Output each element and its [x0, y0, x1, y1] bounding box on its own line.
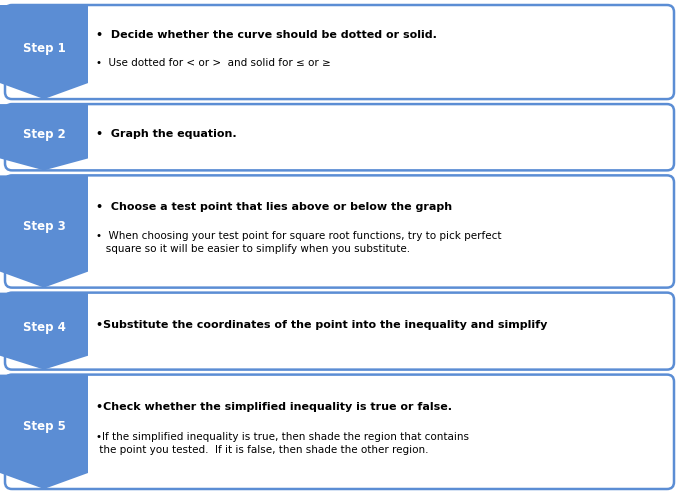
FancyBboxPatch shape: [5, 104, 674, 170]
Text: •  Use dotted for < or >  and solid for ≤ or ≥: • Use dotted for < or > and solid for ≤ …: [96, 58, 331, 68]
Polygon shape: [0, 292, 88, 370]
Text: •  Graph the equation.: • Graph the equation.: [96, 129, 236, 139]
FancyBboxPatch shape: [5, 292, 674, 370]
FancyBboxPatch shape: [5, 175, 674, 288]
Text: Step 1: Step 1: [22, 41, 65, 55]
Text: Step 2: Step 2: [22, 128, 65, 141]
FancyBboxPatch shape: [5, 374, 674, 489]
Polygon shape: [0, 5, 88, 99]
Text: Step 5: Step 5: [22, 420, 65, 433]
Text: •If the simplified inequality is true, then shade the region that contains
 the : •If the simplified inequality is true, t…: [96, 432, 469, 455]
Text: •Substitute the coordinates of the point into the inequality and simplify: •Substitute the coordinates of the point…: [96, 320, 547, 330]
Polygon shape: [0, 175, 88, 288]
Text: •  When choosing your test point for square root functions, try to pick perfect
: • When choosing your test point for squa…: [96, 231, 502, 254]
Text: •  Decide whether the curve should be dotted or solid.: • Decide whether the curve should be dot…: [96, 30, 437, 40]
Text: •Check whether the simplified inequality is true or false.: •Check whether the simplified inequality…: [96, 402, 452, 412]
FancyBboxPatch shape: [5, 5, 674, 99]
Polygon shape: [0, 374, 88, 489]
Text: Step 4: Step 4: [22, 322, 65, 334]
Text: Step 3: Step 3: [22, 220, 65, 233]
Text: •  Choose a test point that lies above or below the graph: • Choose a test point that lies above or…: [96, 202, 452, 212]
Polygon shape: [0, 104, 88, 170]
